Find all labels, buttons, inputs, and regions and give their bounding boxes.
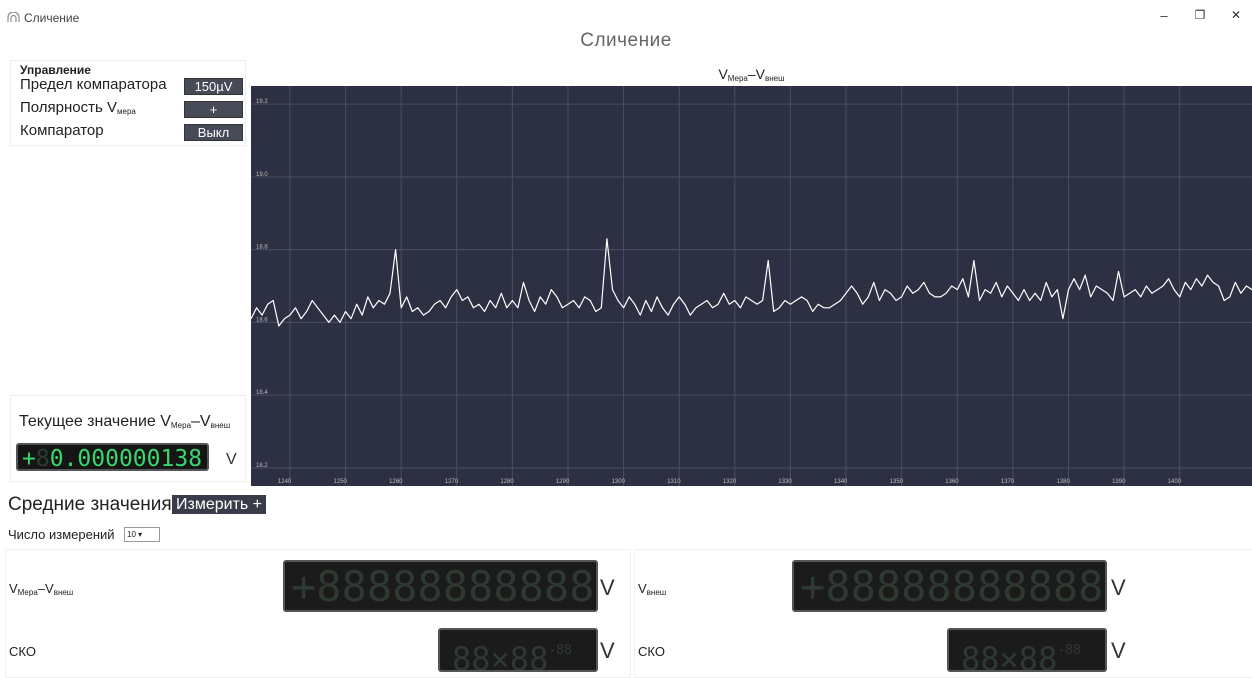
results-panel-left: VМера–Vвнеш +88888888888 V СКО 88×88-88 … — [5, 549, 631, 678]
x-tick-label: 1380 — [1056, 479, 1070, 485]
app-title: Сличение — [24, 11, 80, 25]
x-tick-label: 1360 — [945, 479, 959, 485]
x-tick-label: 1270 — [445, 479, 459, 485]
measure-button[interactable]: Измерить + — [172, 495, 267, 514]
avg-difference-display: +88888888888 — [283, 560, 598, 612]
y-tick-label: 18.6 — [256, 317, 268, 323]
x-tick-label: 1320 — [723, 479, 737, 485]
measurement-count-select[interactable]: 10 ▾ — [124, 527, 160, 542]
avg-external-display: +88888888888 — [792, 560, 1107, 612]
y-tick-label: 18.2 — [256, 463, 268, 469]
y-tick-label: 19.0 — [256, 172, 268, 178]
y-tick-label: 18.8 — [256, 245, 268, 251]
x-tick-label: 1260 — [389, 479, 403, 485]
comparator-label: Компаратор — [20, 122, 104, 139]
x-tick-label: 1370 — [1001, 479, 1015, 485]
current-value-label: Текущее значение VМера–Vвнеш — [19, 413, 231, 430]
close-button[interactable]: ✕ — [1230, 8, 1242, 22]
sko-left-unit: V — [600, 638, 615, 663]
comparator-toggle-button[interactable]: Выкл — [184, 124, 243, 141]
current-value-display: +80.000000138 — [16, 443, 209, 471]
line-chart[interactable]: 1240 1250 1260 1270 1280 1290 1300 1310 1320 1330… — [251, 86, 1252, 486]
x-tick-label: 1300 — [612, 479, 626, 485]
sko-right-unit: V — [1111, 638, 1126, 663]
minimize-button[interactable]: – — [1160, 8, 1168, 23]
averages-heading: Средние значения — [8, 494, 172, 515]
maximize-button[interactable]: ❐ — [1194, 8, 1206, 22]
x-tick-label: 1280 — [500, 479, 514, 485]
control-panel: Управление Предел компаратора 150µV Поля… — [10, 60, 246, 146]
current-value-panel: Текущее значение VМера–Vвнеш +80.0000001… — [10, 395, 246, 482]
avg-difference-label: VМера–Vвнеш — [9, 581, 74, 597]
x-tick-label: 1250 — [334, 479, 348, 485]
title-bar: Сличение – ❐ ✕ — [0, 0, 1252, 34]
x-tick-label: 1340 — [834, 479, 848, 485]
x-tick-label: 1290 — [556, 479, 570, 485]
comparator-limit-label: Предел компаратора — [20, 76, 167, 93]
avg-difference-unit: V — [600, 575, 615, 600]
x-tick-label: 1240 — [278, 479, 292, 485]
polarity-button[interactable]: + — [184, 101, 243, 118]
x-tick-label: 1310 — [667, 479, 681, 485]
measurement-count-label: Число измерений — [8, 527, 115, 542]
sko-right-label: СКО — [638, 644, 665, 659]
app-logo-icon — [7, 12, 20, 22]
x-tick-label: 1390 — [1112, 479, 1126, 485]
avg-external-unit: V — [1111, 575, 1126, 600]
control-panel-heading: Управление — [20, 63, 91, 77]
plot-area — [251, 86, 1252, 486]
page-title: Сличение — [580, 30, 672, 51]
polarity-label: Полярность Vмера — [20, 99, 136, 116]
sko-right-display: 88×88-88 — [947, 628, 1107, 672]
y-tick-label: 18.4 — [256, 390, 268, 396]
series-line — [251, 238, 1252, 327]
chart-panel: VМера–Vвнеш 1240 1250 1260 1270 1280 1290 1300… — [251, 60, 1252, 486]
y-tick-label: 19.2 — [256, 99, 268, 105]
current-value-unit: V — [226, 451, 237, 468]
sko-left-display: 88×88-88 — [438, 628, 598, 672]
chart-title: VМера–Vвнеш — [718, 66, 785, 83]
x-tick-label: 1330 — [778, 479, 792, 485]
x-tick-label: 1350 — [890, 479, 904, 485]
sko-left-label: СКО — [9, 644, 36, 659]
results-panel-right: Vвнеш +88888888888 V СКО 88×88-88 V — [634, 549, 1252, 678]
comparator-limit-button[interactable]: 150µV — [184, 78, 243, 95]
avg-external-label: Vвнеш — [638, 581, 667, 597]
x-tick-label: 1400 — [1168, 479, 1182, 485]
